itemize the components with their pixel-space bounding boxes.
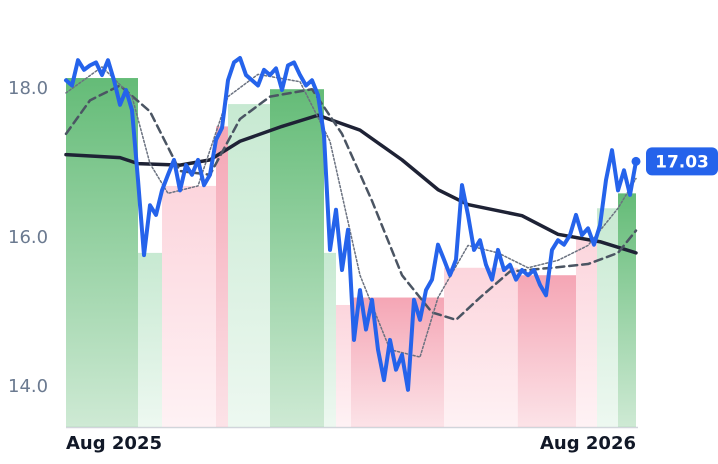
y-tick-label: 18.0 [8,78,48,99]
moving-average [64,84,638,322]
moving-average [65,66,637,358]
y-tick-label: 16.0 [8,227,48,248]
regime-band [597,208,618,427]
regime-band [324,252,336,427]
regime-band [270,89,324,427]
regime-band [66,78,138,427]
regime-band [336,304,351,427]
x-tick-label: Aug 2025 [66,433,162,454]
x-tick-label: Aug 2026 [540,433,636,454]
last-value-label: 17.03 [655,152,709,172]
regime-band [618,193,636,427]
regime-band [216,126,228,428]
last-point [631,156,641,166]
last-value-badge [646,147,718,176]
regime-band [444,267,518,427]
regime-band [228,104,270,427]
regime-band [576,238,597,427]
regime-band [162,185,216,427]
regime-band [517,275,576,427]
moving-average [64,113,638,255]
regime-band [138,252,162,427]
price-line [64,55,638,392]
y-tick-label: 14.0 [8,376,48,397]
